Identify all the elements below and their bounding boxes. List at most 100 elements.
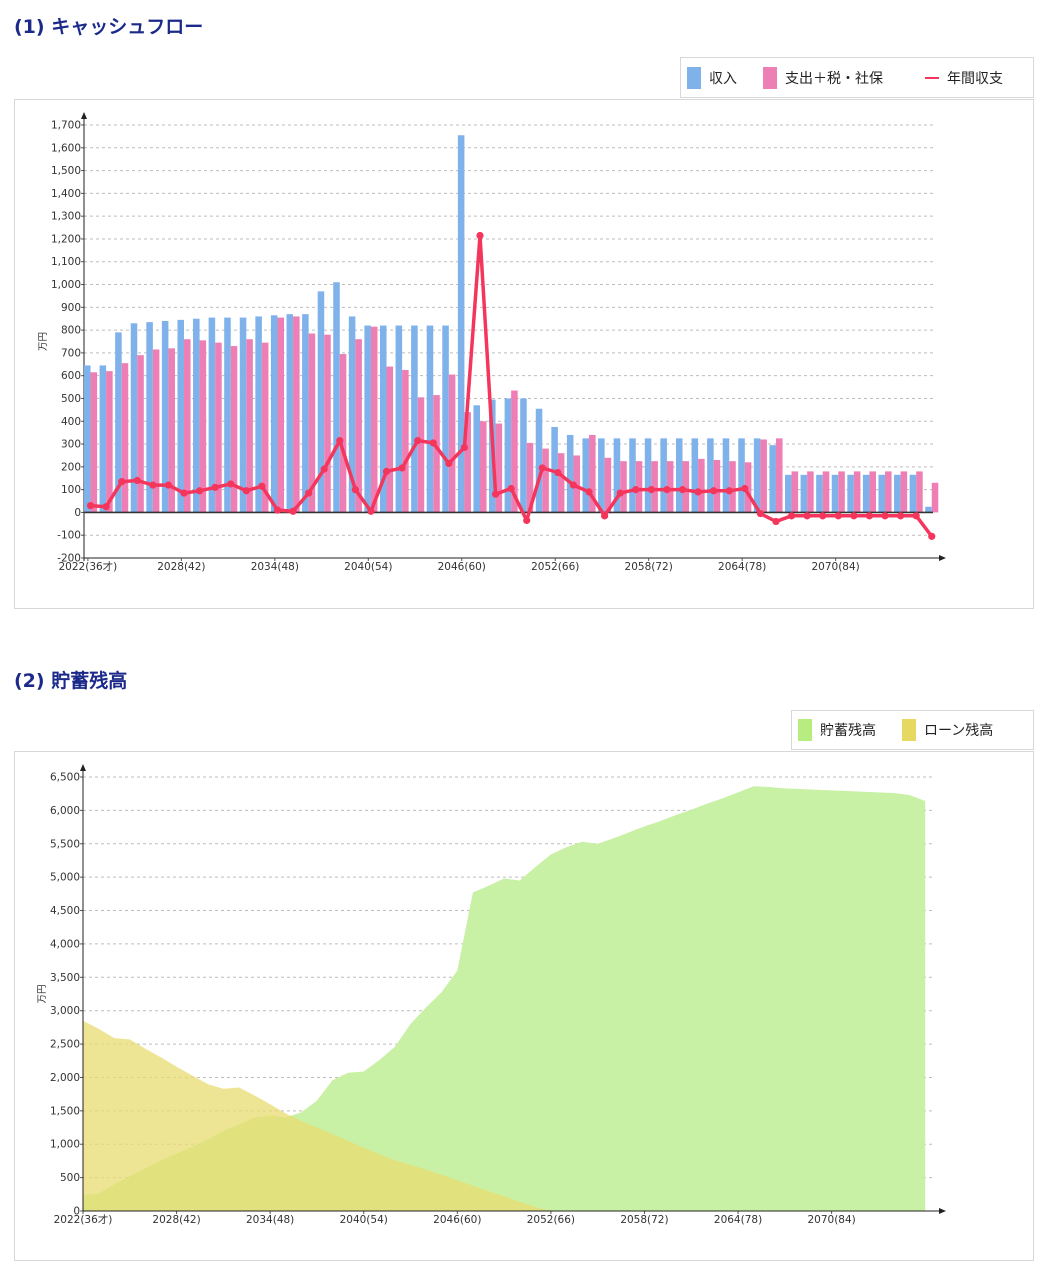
income-bar — [800, 474, 808, 513]
cashflow-chart-svg: 1,700 1,600 1,500 1,400 1,300 1,200 1,100 1,000… — [38, 112, 946, 573]
sv-ytick-label: 2,500 — [50, 1039, 80, 1051]
net-balance-point — [850, 512, 858, 520]
expense-bar — [199, 340, 207, 513]
sv-ytick-label: 4,500 — [50, 905, 80, 917]
expense-bar — [791, 471, 799, 513]
sv-ytick-label: 1,500 — [50, 1105, 80, 1117]
income-bar — [146, 322, 153, 513]
income-bar — [722, 438, 730, 513]
income-bar — [177, 319, 185, 513]
net-balance-point — [305, 489, 313, 497]
expense-bar — [215, 342, 222, 513]
income-bar — [442, 325, 449, 513]
expense-bar — [137, 355, 144, 513]
net-balance-point — [86, 501, 95, 510]
income-bar — [193, 318, 200, 513]
sv-xtick-label: 2022(36才) — [54, 1213, 113, 1226]
legend-item-income: 収入 — [687, 66, 737, 89]
net-balance-point — [803, 512, 811, 520]
net-balance-point — [398, 464, 406, 472]
net-balance-point — [445, 459, 453, 468]
sv-xtick-label: 2034(48) — [246, 1214, 294, 1226]
expense-bar — [869, 471, 876, 513]
sv-xtick-label: 2040(54) — [340, 1214, 388, 1226]
income-bar — [426, 325, 434, 513]
net-balance-point — [382, 467, 391, 475]
sv-ytick-label: 6,500 — [50, 772, 80, 784]
income-bar — [753, 438, 761, 513]
legend-item-savings: 貯蓄残高 — [798, 719, 876, 741]
income-bar — [582, 438, 590, 513]
expense-bar — [651, 461, 658, 513]
expense-bar — [775, 438, 783, 513]
income-bar — [364, 325, 371, 513]
income-bar — [411, 325, 418, 513]
income-bar — [457, 135, 465, 513]
net-balance-point — [180, 489, 188, 497]
income-bar — [130, 323, 138, 513]
cf-ytick-label: 1,200 — [51, 233, 81, 245]
expense-bar — [448, 374, 456, 513]
savings-section-title: (2) 貯蓄残高 — [14, 670, 128, 692]
expense-bar — [184, 339, 191, 513]
net-balance-point — [601, 512, 609, 520]
net-balance-point — [881, 512, 889, 520]
income-bar — [831, 474, 839, 513]
income-bar — [161, 320, 169, 513]
expense-bar — [682, 461, 690, 513]
sv-xtick-label: 2052(66) — [527, 1214, 575, 1226]
net-balance-point — [258, 482, 266, 490]
expense-bar — [526, 442, 534, 513]
income-bar — [644, 438, 652, 513]
expense-bar — [931, 482, 939, 513]
expense-bar — [106, 371, 113, 513]
net-balance-point — [507, 484, 515, 493]
net-balance-point — [694, 488, 702, 496]
legend-label-expense: 支出＋税・社保 — [785, 70, 883, 87]
cf-ytick-label: 1,600 — [51, 142, 81, 154]
expense-bar — [713, 460, 721, 513]
cashflow-legend: 収入 支出＋税・社保 年間収支 — [680, 57, 1034, 98]
expense-bar — [479, 421, 487, 513]
expense-bar — [308, 333, 316, 513]
sv-xtick-label: 2046(60) — [433, 1214, 481, 1226]
net-balance-point — [710, 487, 718, 495]
legend-swatch-savings — [798, 719, 812, 741]
cf-xtick-label: 2040(54) — [344, 561, 392, 573]
sv-ytick-label: 6,000 — [50, 805, 80, 817]
cf-ytick-label: 200 — [61, 461, 81, 473]
net-balance-point — [289, 507, 297, 515]
income-bar — [239, 317, 247, 513]
cf-xtick-label: 2058(72) — [625, 561, 673, 573]
income-bar — [302, 314, 309, 513]
net-balance-point — [865, 512, 874, 520]
net-balance-point — [227, 480, 235, 488]
expense-bar — [495, 423, 503, 513]
income-bar — [909, 474, 917, 513]
income-bar — [847, 474, 854, 513]
net-balance-point — [164, 481, 173, 489]
net-balance-point — [632, 486, 640, 494]
expense-bar — [853, 471, 861, 513]
sv-ytick-label: 1,000 — [50, 1139, 80, 1151]
legend-label-net: 年間収支 — [947, 70, 1003, 87]
cashflow-section-title: (1) キャッシュフロー — [14, 16, 204, 38]
expense-bar — [261, 342, 269, 513]
cf-ytick-label: -200 — [57, 553, 81, 565]
cf-xtick-label: 2034(48) — [251, 561, 299, 573]
expense-bar — [464, 412, 471, 513]
net-balance-point — [663, 486, 671, 494]
expense-bar — [277, 317, 285, 513]
expense-bar — [324, 334, 331, 513]
sv-ytick-label: 3,500 — [50, 972, 80, 984]
expense-bar — [542, 448, 549, 513]
net-balance-point — [678, 486, 687, 494]
net-balance-point — [336, 437, 344, 445]
expense-bar — [698, 458, 705, 513]
sv-xtick-label: 2070(84) — [807, 1214, 855, 1226]
net-balance-point — [320, 465, 328, 473]
legend-label-income: 収入 — [709, 70, 737, 87]
net-balance-point — [476, 231, 484, 240]
net-balance-point — [912, 512, 920, 520]
expense-bar — [386, 366, 394, 513]
